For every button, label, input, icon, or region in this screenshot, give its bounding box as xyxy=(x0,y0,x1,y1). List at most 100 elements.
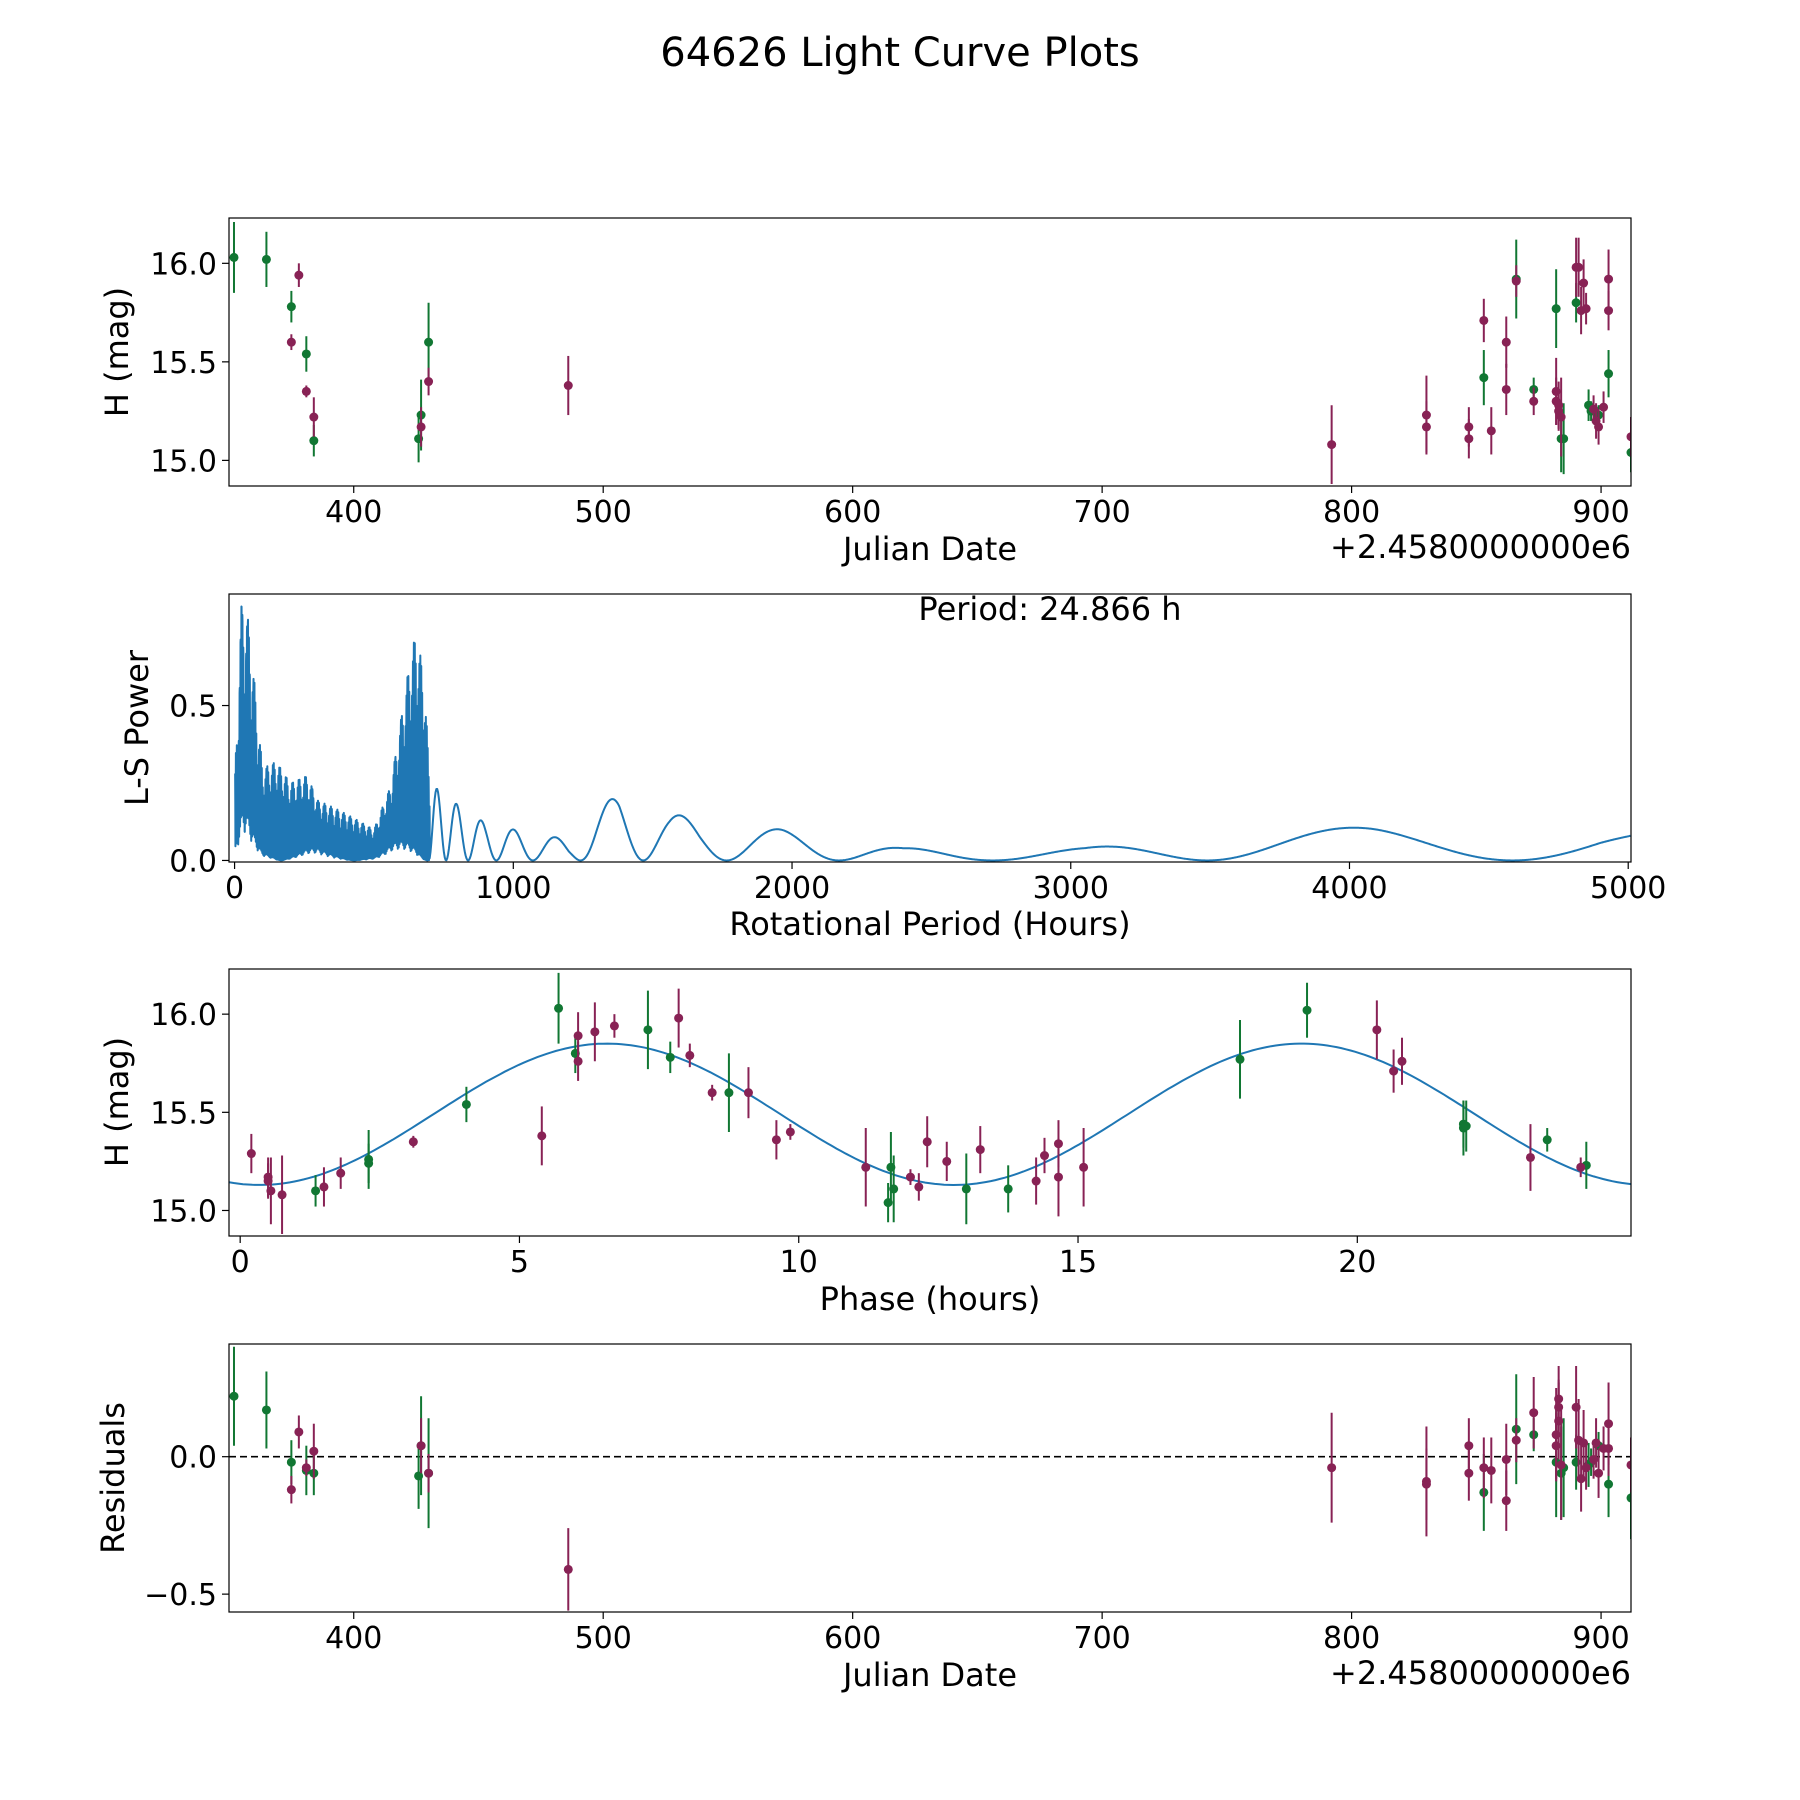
p0-axes-frame xyxy=(228,217,1632,487)
p0-ytick-label-2: 16.0 xyxy=(150,247,217,282)
p0-xtick-label-1: 500 xyxy=(575,495,632,530)
p2-axes-frame xyxy=(228,968,1632,1237)
p3-purple-point-17 xyxy=(1529,1408,1539,1418)
p2-purple-point-5 xyxy=(319,1182,329,1192)
p3-green-point-19 xyxy=(1626,1493,1631,1503)
p3-purple-point-35 xyxy=(1626,1460,1631,1470)
p3-purple-point-14 xyxy=(1501,1454,1511,1464)
p2-purple-point-10 xyxy=(573,1056,583,1066)
p3-purple-point-26 xyxy=(1576,1474,1586,1484)
p2-green-point-4 xyxy=(724,1088,734,1098)
p2-purple-point-11 xyxy=(590,1027,600,1037)
p0-purple-point-11 xyxy=(1464,434,1474,444)
p3-purple-point-4 xyxy=(416,1441,426,1451)
p2-xtick-label-3: 15 xyxy=(1059,1245,1097,1280)
p0-purple-point-3 xyxy=(309,412,319,422)
p2-purple-point-26 xyxy=(1040,1151,1050,1161)
panel-phased-light-curve: Phase (hours) H (mag) 0 5 10 15 20 15.0 15.5 16… xyxy=(98,968,1632,1318)
p2-ytick-label-1: 15.5 xyxy=(150,1096,217,1131)
p0-purple-point-15 xyxy=(1501,384,1511,394)
p2-purple-point-15 xyxy=(707,1088,717,1098)
p2-purple-point-8 xyxy=(537,1131,547,1141)
p0-purple-point-12 xyxy=(1479,315,1489,325)
p2-purple-point-30 xyxy=(1372,1025,1382,1035)
p3-purple-point-11 xyxy=(1464,1468,1474,1478)
p3-purple-point-31 xyxy=(1594,1468,1604,1478)
p2-purple-point-19 xyxy=(861,1162,871,1172)
p2-purple-point-18 xyxy=(785,1127,795,1137)
p0-green-point-2 xyxy=(286,302,296,312)
p0-plot-area xyxy=(229,221,1631,485)
p1-xtick-label-4: 4000 xyxy=(1311,871,1387,906)
p3-green-point-2 xyxy=(286,1457,296,1467)
p2-green-point-13 xyxy=(1003,1184,1013,1194)
p1-ytick-label-1: 0.5 xyxy=(169,690,217,725)
periodogram-xlabel: Rotational Period (Hours) xyxy=(729,905,1130,943)
p0-green-point-11 xyxy=(1551,304,1561,314)
p0-purple-point-13 xyxy=(1486,426,1496,436)
phased-ylabel: H (mag) xyxy=(98,1037,136,1167)
panel-residuals: Julian Date Residuals +2.4580000000e6 40… xyxy=(94,1343,1632,1694)
p3-purple-point-9 xyxy=(1421,1479,1431,1489)
p2-green-point-15 xyxy=(1302,1005,1312,1015)
p3-purple-point-3 xyxy=(309,1446,319,1456)
p2-green-point-5 xyxy=(461,1099,471,1109)
p3-purple-point-27 xyxy=(1579,1438,1589,1448)
panel-periodogram: Period: 24.866 h Rotational Period (Hour… xyxy=(118,590,1666,943)
p3-xtick-label-5: 900 xyxy=(1572,1621,1629,1656)
p2-green-point-19 xyxy=(1542,1135,1552,1145)
panel-raw-light-curve: Julian Date H (mag) +2.4580000000e6 400 5… xyxy=(98,217,1632,568)
p0-purple-point-30 xyxy=(1594,422,1604,432)
p3-purple-point-16 xyxy=(1511,1435,1521,1445)
p3-xtick-label-0: 400 xyxy=(325,1621,382,1656)
figure-title: 64626 Light Curve Plots xyxy=(660,30,1139,76)
p0-purple-point-26 xyxy=(1579,278,1589,288)
p1-xtick-label-0: 0 xyxy=(225,871,244,906)
raw-xlabel: Julian Date xyxy=(841,530,1017,568)
p3-green-point-18 xyxy=(1604,1479,1614,1489)
p2-purple-point-31 xyxy=(1389,1066,1399,1076)
p2-purple-point-32 xyxy=(1397,1056,1407,1066)
p0-purple-point-4 xyxy=(416,422,426,432)
p2-xtick-label-4: 20 xyxy=(1338,1245,1376,1280)
p2-purple-point-24 xyxy=(975,1145,985,1155)
p2-purple-point-6 xyxy=(336,1168,346,1178)
raw-ylabel: H (mag) xyxy=(98,287,136,417)
p1-xtick-label-5: 5000 xyxy=(1590,871,1666,906)
p2-purple-point-20 xyxy=(905,1172,915,1182)
p3-purple-point-7 xyxy=(1327,1463,1337,1473)
p2-purple-point-3 xyxy=(263,1176,273,1186)
p1-xtick-label-3: 3000 xyxy=(1033,871,1109,906)
p0-purple-point-27 xyxy=(1581,304,1591,314)
residuals-ylabel: Residuals xyxy=(94,1402,132,1554)
p0-green-point-19 xyxy=(1626,448,1631,457)
p3-xtick-label-4: 800 xyxy=(1323,1621,1380,1656)
p2-purple-point-17 xyxy=(771,1135,781,1145)
p2-purple-point-22 xyxy=(922,1137,932,1147)
p3-xtick-label-3: 700 xyxy=(1073,1621,1130,1656)
p0-green-point-14 xyxy=(1571,298,1581,308)
p2-purple-point-34 xyxy=(1576,1162,1586,1172)
p0-purple-point-5 xyxy=(424,377,434,387)
p0-purple-point-1 xyxy=(294,270,304,280)
p2-green-point-11 xyxy=(889,1184,899,1194)
residuals-offset-label: +2.4580000000e6 xyxy=(1330,1654,1631,1692)
p2-purple-point-29 xyxy=(1079,1162,1089,1172)
p3-purple-point-28 xyxy=(1581,1463,1591,1473)
p3-ytick-label-1: 0.0 xyxy=(169,1441,217,1476)
p3-purple-point-15 xyxy=(1501,1496,1511,1506)
p1-axes-frame xyxy=(228,593,1632,863)
p3-purple-point-6 xyxy=(563,1564,573,1574)
p0-purple-point-32 xyxy=(1604,274,1614,284)
p0-purple-point-16 xyxy=(1511,276,1521,286)
p0-purple-point-34 xyxy=(1626,432,1631,442)
p2-purple-point-23 xyxy=(942,1156,952,1166)
p2-purple-point-33 xyxy=(1525,1152,1535,1162)
p3-purple-point-30 xyxy=(1591,1438,1601,1448)
p0-purple-point-2 xyxy=(301,386,311,396)
p0-purple-point-7 xyxy=(1327,440,1337,450)
p2-purple-point-7 xyxy=(408,1137,418,1147)
p0-xtick-label-0: 400 xyxy=(325,495,382,530)
p3-green-point-1 xyxy=(261,1405,271,1415)
